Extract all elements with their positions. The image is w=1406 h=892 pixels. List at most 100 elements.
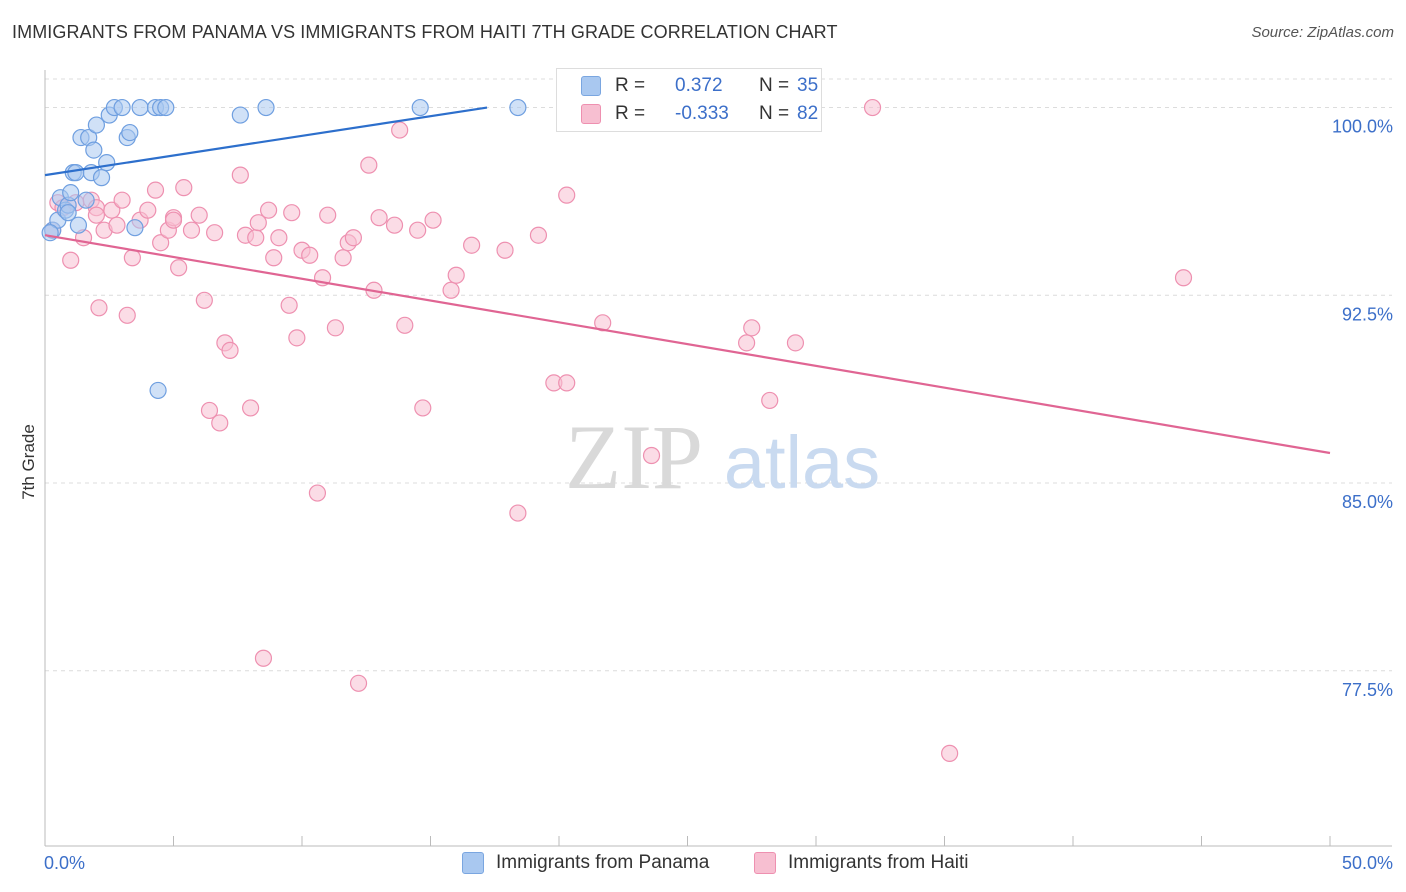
- haiti-point: [249, 214, 267, 232]
- haiti-point: [231, 166, 249, 184]
- source-label: Source: ZipAtlas.com: [1251, 24, 1394, 41]
- haiti-point: [270, 229, 288, 247]
- panama-point: [231, 106, 249, 124]
- y-tick-label: 92.5%: [1342, 304, 1393, 324]
- panama-point: [121, 123, 139, 142]
- trend-lines: [44, 106, 1331, 455]
- y-tick-label: 85.0%: [1342, 492, 1393, 512]
- haiti-point: [118, 306, 136, 324]
- panama-point: [41, 224, 59, 242]
- r-label: R =: [615, 103, 646, 124]
- watermark: ZIP atlas: [565, 406, 880, 508]
- haiti-point: [259, 201, 278, 219]
- haiti-point: [265, 249, 283, 267]
- y-tick-label: 100.0%: [1332, 117, 1393, 137]
- panama-point: [59, 204, 77, 222]
- r-label: R =: [615, 75, 646, 96]
- legend-item-haiti[interactable]: Immigrants from Haiti: [754, 852, 969, 874]
- haiti-point: [301, 246, 319, 264]
- haiti-point: [409, 221, 427, 239]
- panama-points: [41, 98, 753, 400]
- tick-labels: 100.0% 92.5% 85.0% 77.5% 0.0% 50.0%: [44, 117, 1393, 873]
- haiti-point: [396, 316, 414, 334]
- haiti-point: [1174, 269, 1193, 287]
- haiti-point: [170, 259, 188, 277]
- haiti-point: [87, 206, 106, 224]
- haiti-point: [509, 504, 527, 522]
- panama-legend-swatch: [462, 852, 484, 874]
- haiti-point: [941, 744, 959, 762]
- haiti-point: [496, 241, 514, 259]
- haiti-point: [308, 484, 327, 502]
- haiti-point: [442, 281, 460, 299]
- haiti-point: [283, 204, 301, 222]
- haiti-point: [200, 401, 219, 420]
- haiti-point: [221, 341, 239, 359]
- haiti-point: [242, 399, 260, 417]
- haiti-point: [319, 206, 337, 224]
- panama-point: [257, 98, 275, 117]
- haiti-point: [334, 249, 352, 267]
- haiti-point: [139, 201, 157, 219]
- x-tick-label-min: 0.0%: [44, 853, 85, 873]
- panama-point: [157, 98, 175, 117]
- haiti-point: [280, 296, 298, 314]
- haiti-point: [642, 446, 661, 465]
- haiti-point: [463, 236, 481, 254]
- panama-point: [85, 141, 103, 159]
- haiti-legend-swatch: [754, 852, 776, 874]
- haiti-point: [211, 414, 229, 432]
- haiti-point: [391, 121, 409, 139]
- y-axis-label: 7th Grade: [19, 424, 38, 500]
- haiti-point: [414, 399, 432, 417]
- panama-point: [87, 116, 106, 134]
- haiti-point: [164, 211, 183, 229]
- axes: [44, 70, 1392, 847]
- panama-point: [131, 98, 149, 117]
- haiti-point: [247, 229, 265, 247]
- haiti-point: [558, 186, 576, 204]
- haiti-point: [786, 334, 805, 352]
- chart-title: IMMIGRANTS FROM PANAMA VS IMMIGRANTS FRO…: [12, 22, 838, 42]
- haiti-point: [344, 229, 362, 247]
- haiti-point: [195, 291, 213, 309]
- haiti-point: [103, 201, 121, 219]
- watermark-zip: ZIP: [565, 406, 703, 508]
- haiti-point: [447, 266, 465, 284]
- panama-point: [77, 191, 95, 209]
- r-value: -0.333: [675, 103, 729, 124]
- panama-point: [67, 164, 85, 182]
- haiti-point: [738, 334, 756, 352]
- haiti-point: [113, 191, 131, 209]
- haiti-point: [349, 674, 368, 692]
- panama-point: [126, 219, 144, 237]
- y-tick-label: 77.5%: [1342, 680, 1393, 700]
- haiti-point: [152, 234, 170, 252]
- x-tick-label-max: 50.0%: [1342, 853, 1393, 873]
- legend-item-panama[interactable]: Immigrants from Panama: [462, 852, 709, 874]
- panama-legend-label: Immigrants from Panama: [496, 852, 710, 873]
- panama-point: [149, 381, 167, 400]
- haiti-point: [146, 181, 165, 199]
- haiti-point: [360, 156, 378, 174]
- gridlines: [45, 78, 1392, 672]
- panama-point: [113, 98, 131, 117]
- panama-point: [98, 154, 116, 172]
- haiti-point: [743, 319, 761, 337]
- haiti-point: [182, 221, 201, 239]
- haiti-point: [424, 211, 442, 229]
- haiti-legend-label: Immigrants from Haiti: [788, 852, 969, 873]
- watermark-atlas: atlas: [724, 421, 880, 504]
- haiti-point: [90, 299, 108, 317]
- haiti-point: [326, 319, 345, 337]
- stats-legend: R = 0.372 N = 35 R = -0.333 N = 82: [556, 68, 822, 132]
- n-label: N =: [759, 103, 790, 124]
- r-value: 0.372: [675, 75, 723, 96]
- haiti-point: [206, 224, 224, 242]
- haiti-trend-line: [44, 234, 1331, 455]
- haiti-point: [558, 374, 576, 392]
- panama-point: [509, 98, 527, 117]
- haiti-point: [175, 179, 193, 197]
- n-value: 35: [797, 75, 819, 96]
